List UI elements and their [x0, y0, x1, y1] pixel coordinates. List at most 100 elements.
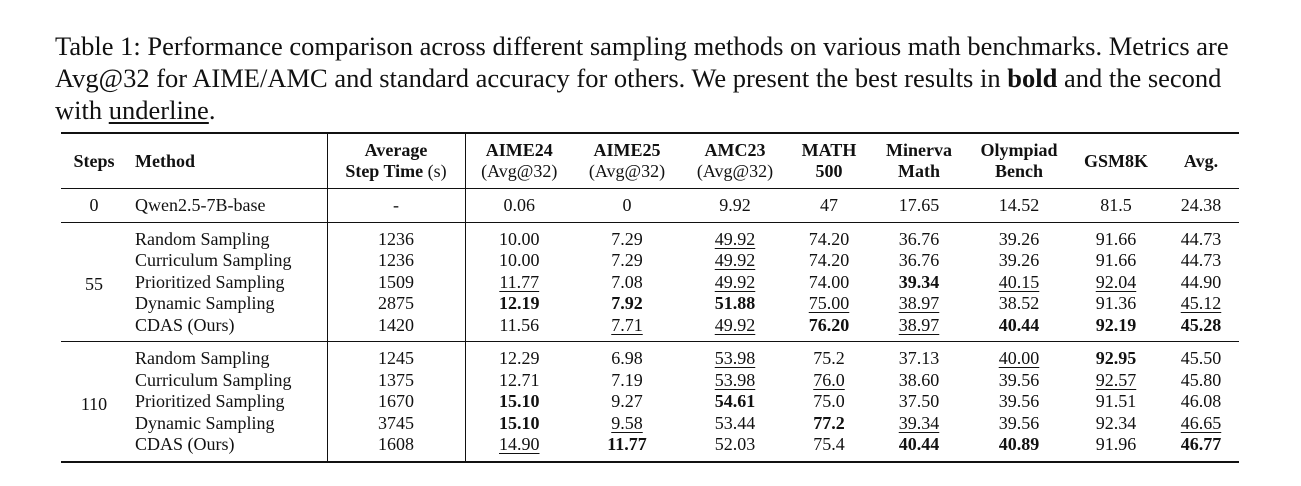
table-row: CDAS (Ours) 1420 11.56 7.71 49.92 76.20 38.97 4… [61, 314, 1239, 342]
minerva-cell: 38.97 [898, 314, 940, 335]
aime25-cell: 9.58 [611, 412, 643, 433]
aime25-cell: 6.98 [611, 348, 643, 368]
aime25-cell: 9.27 [611, 391, 643, 411]
gsm8k-cell: 91.51 [1095, 391, 1137, 411]
amc23-cell: 49.92 [714, 228, 756, 249]
math-cell: 77.2 [813, 412, 845, 433]
method-cell: Prioritized Sampling [127, 391, 328, 413]
aime24-cell: 12.19 [499, 293, 540, 313]
time-cell: 3745 [327, 412, 466, 434]
method-cell: Random Sampling [127, 222, 328, 250]
results-table: Steps Method Average Step Time (s) AIME2… [61, 132, 1239, 463]
avg-cell: 44.90 [1180, 271, 1222, 292]
time-cell: 1608 [327, 434, 466, 462]
amc23-cell: 51.88 [714, 293, 756, 313]
table-row: Dynamic Sampling 2875 12.19 7.92 51.88 75.00 3… [61, 293, 1239, 315]
olympiad-cell: 39.26 [998, 250, 1040, 270]
group-110-steps: 110 Random Sampling 1245 12.29 6.98 53.98 75.2… [61, 341, 1239, 462]
olympiad-cell: 40.00 [998, 348, 1040, 368]
olympiad-cell: 39.56 [998, 369, 1040, 390]
header-avg: Avg. [1183, 150, 1219, 171]
aime25-cell: 7.29 [611, 250, 643, 270]
aime24-cell: 11.56 [499, 314, 540, 335]
gsm8k-cell: 92.95 [1095, 348, 1137, 368]
header-minerva: Minerva Math [886, 140, 952, 181]
math-cell: 74.20 [808, 228, 850, 249]
minerva-cell: 38.97 [898, 293, 940, 313]
aime24-cell: 12.29 [499, 348, 540, 368]
gsm8k-cell: 91.66 [1095, 250, 1137, 270]
header-aime25: AIME25 (Avg@32) [588, 140, 666, 181]
minerva-cell: 17.65 [898, 195, 940, 215]
olympiad-cell: 38.52 [998, 293, 1040, 313]
avg-cell: 45.50 [1180, 348, 1222, 368]
steps-cell: 0 [89, 195, 99, 215]
math-cell: 47 [820, 195, 838, 215]
avg-cell: 44.73 [1180, 250, 1222, 270]
avg-cell: 46.08 [1180, 391, 1222, 411]
steps-cell: 110 [80, 393, 108, 414]
caption-bold-word: bold [1007, 63, 1058, 93]
method-cell: Dynamic Sampling [127, 293, 328, 315]
time-cell: 1236 [327, 250, 466, 272]
time-cell: 1509 [327, 271, 466, 293]
caption-underline-word: underline [108, 95, 209, 125]
minerva-cell: 40.44 [898, 434, 940, 454]
aime25-cell: 7.29 [611, 228, 643, 249]
gsm8k-cell: 92.57 [1095, 369, 1137, 390]
header-olympiad: Olympiad Bench [980, 140, 1058, 181]
math-cell: 76.20 [808, 314, 850, 335]
olympiad-cell: 39.26 [998, 228, 1040, 249]
table-row: 110 Random Sampling 1245 12.29 6.98 53.98 75.2… [61, 341, 1239, 414]
avg-cell: 45.28 [1180, 314, 1222, 335]
math-cell: 75.2 [813, 348, 845, 368]
olympiad-cell: 39.56 [998, 412, 1040, 433]
olympiad-cell: 14.52 [998, 195, 1040, 215]
time-cell: 1236 [327, 222, 466, 250]
minerva-cell: 39.34 [898, 271, 940, 292]
minerva-cell: 36.76 [898, 228, 940, 249]
aime24-cell: 12.71 [499, 369, 540, 390]
aime24-cell: 15.10 [499, 391, 540, 411]
aime24-cell: 10.00 [499, 228, 540, 249]
header-step-time: Average Step Time (s) [327, 133, 466, 189]
method-cell: Prioritized Sampling [127, 271, 328, 293]
avg-cell: 24.38 [1180, 195, 1222, 215]
olympiad-cell: 39.56 [998, 391, 1040, 411]
table-row: Dynamic Sampling 3745 15.10 9.58 53.44 77.2 39… [61, 412, 1239, 434]
aime25-cell: 7.08 [611, 271, 643, 292]
olympiad-cell: 40.15 [998, 271, 1040, 292]
caption-label: Table 1: [55, 31, 141, 61]
table-row: Prioritized Sampling 1509 11.77 7.08 49.92 74… [61, 271, 1239, 293]
time-cell: 1245 [327, 341, 466, 370]
amc23-cell: 53.98 [714, 369, 756, 390]
table-row: CDAS (Ours) 1608 14.90 11.77 52.03 75.4 40.44 4… [61, 434, 1239, 462]
header-row: Steps Method Average Step Time (s) AIME2… [61, 133, 1239, 189]
avg-cell: 46.65 [1180, 412, 1222, 433]
amc23-cell: 49.92 [714, 250, 756, 270]
time-cell: 1420 [327, 314, 466, 342]
baseline-row: 0 Qwen2.5-7B-base - 0.06 0 9.92 47 17.65… [61, 188, 1239, 222]
header-gsm8k: GSM8K [1083, 150, 1148, 171]
math-cell: 76.0 [813, 369, 845, 390]
caption-end: . [208, 95, 216, 125]
amc23-cell: 53.44 [714, 412, 756, 433]
gsm8k-cell: 91.96 [1095, 434, 1137, 454]
math-cell: 75.0 [813, 391, 845, 411]
header-amc23: AMC23 (Avg@32) [696, 140, 774, 181]
method-cell: Curriculum Sampling [127, 369, 328, 391]
amc23-cell: 54.61 [714, 391, 756, 411]
minerva-cell: 36.76 [898, 250, 940, 270]
group-55-steps: 55 Random Sampling 1236 10.00 7.29 49.92 74.20… [61, 222, 1239, 342]
caption-text: Performance comparison across different … [55, 31, 1229, 93]
aime25-cell: 0 [622, 195, 632, 215]
method-cell: Qwen2.5-7B-base [127, 188, 328, 222]
math-cell: 75.4 [813, 434, 845, 454]
minerva-cell: 37.13 [898, 348, 940, 368]
avg-cell: 45.80 [1180, 369, 1222, 390]
steps-cell: 55 [85, 274, 103, 294]
amc23-cell: 9.92 [719, 195, 751, 215]
amc23-cell: 49.92 [714, 314, 756, 335]
time-cell: 1670 [327, 391, 466, 413]
gsm8k-cell: 91.66 [1095, 228, 1137, 249]
